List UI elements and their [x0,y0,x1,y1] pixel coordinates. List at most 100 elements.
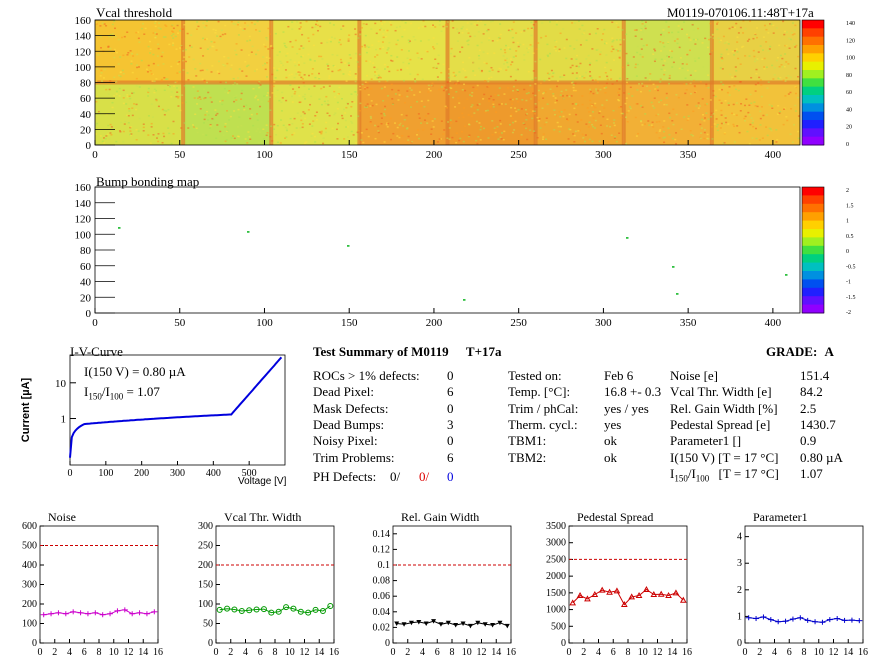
pixel-speckle [183,24,186,26]
pixel-speckle [668,112,671,115]
pixel-speckle [396,135,399,137]
pixel-speckle [333,65,336,68]
pixel-speckle [230,137,233,139]
roc-block [711,82,800,145]
pixel-speckle [565,57,568,60]
pixel-speckle [698,105,701,107]
y-tick-label: 300 [22,580,37,591]
color-scale-cell [802,279,824,289]
pixel-speckle [515,98,518,100]
pixel-speckle [663,141,666,144]
pixel-speckle [711,49,714,52]
pixel-speckle [359,88,362,91]
x-tick-label: 0 [68,468,73,479]
pixel-speckle [509,28,512,30]
pixel-speckle [701,98,704,100]
y-tick-label: 3000 [546,538,566,549]
param-value: 0.80 µA [800,449,843,465]
pixel-speckle [207,91,210,94]
defect-label: Trim Problems: [313,449,395,465]
pixel-speckle [182,69,185,71]
pixel-speckle [503,63,506,65]
pixel-speckle [449,119,452,122]
pixel-speckle [162,36,165,38]
data-point [394,621,400,626]
data-point [216,606,223,613]
color-scale-cell [802,203,824,213]
pixel-speckle [269,109,272,112]
pixel-speckle [291,95,294,98]
pixel-speckle [483,127,486,130]
pixel-speckle [172,27,175,30]
roc-block [447,82,536,145]
pixel-speckle [162,132,165,135]
pixel-speckle [636,51,639,54]
pixel-speckle [475,88,478,91]
pixel-speckle [211,45,214,48]
pixel-speckle [563,47,566,49]
pixel-speckle [109,123,112,126]
pixel-speckle [499,23,502,25]
pixel-speckle [278,68,281,70]
pixel-speckle [432,37,435,39]
pixel-speckle [756,58,759,60]
pixel-speckle [755,72,758,75]
pixel-speckle [739,81,742,83]
ph-defects-value-3: 0 [447,469,454,484]
pixel-speckle [520,136,523,138]
color-scale-label: 2 [846,188,849,194]
pixel-speckle [390,24,393,26]
pixel-speckle [107,93,110,95]
pixel-speckle [667,42,670,44]
x-tick-label: 350 [680,317,697,329]
pixel-speckle [207,114,210,116]
pixel-speckle [539,127,542,129]
pixel-speckle [131,107,134,109]
pixel-speckle [252,124,255,127]
pixel-speckle [531,110,534,112]
pixel-speckle [361,45,364,48]
pixel-speckle [596,92,599,94]
pixel-speckle [186,142,189,145]
pixel-speckle [391,103,394,105]
pixel-speckle [177,95,180,98]
pixel-speckle [308,74,311,77]
pixel-speckle [190,46,193,48]
pixel-speckle [625,142,628,145]
pixel-speckle [192,86,195,88]
pixel-speckle [492,101,495,104]
pixel-speckle [587,54,590,57]
pixel-speckle [366,74,369,77]
pixel-speckle [385,123,388,126]
pixel-speckle [190,34,193,36]
pixel-speckle [215,114,218,116]
pixel-speckle [625,33,628,36]
pixel-speckle [497,94,500,97]
pixel-speckle [678,46,681,49]
pixel-speckle [398,94,401,96]
pixel-speckle [216,124,219,126]
pixel-speckle [541,138,544,140]
color-scale-cell [802,296,824,306]
pixel-speckle [151,80,154,82]
pixel-speckle [280,62,283,65]
pixel-speckle [548,79,551,81]
pixel-speckle [298,86,301,89]
pixel-speckle [456,40,459,42]
pixel-speckle [154,31,157,34]
pixel-speckle [548,77,551,80]
pixel-speckle [235,98,238,100]
pixel-speckle [429,89,432,92]
pixel-speckle [778,112,781,114]
pixel-speckle [155,99,158,102]
pixel-speckle [374,124,377,127]
pixel-speckle [785,31,788,33]
pixel-speckle [659,41,662,43]
pixel-speckle [491,20,494,22]
pixel-speckle [162,63,165,65]
pixel-speckle [222,63,225,66]
pixel-speckle [693,91,696,94]
pixel-speckle [488,70,491,73]
pixel-speckle [326,112,329,115]
